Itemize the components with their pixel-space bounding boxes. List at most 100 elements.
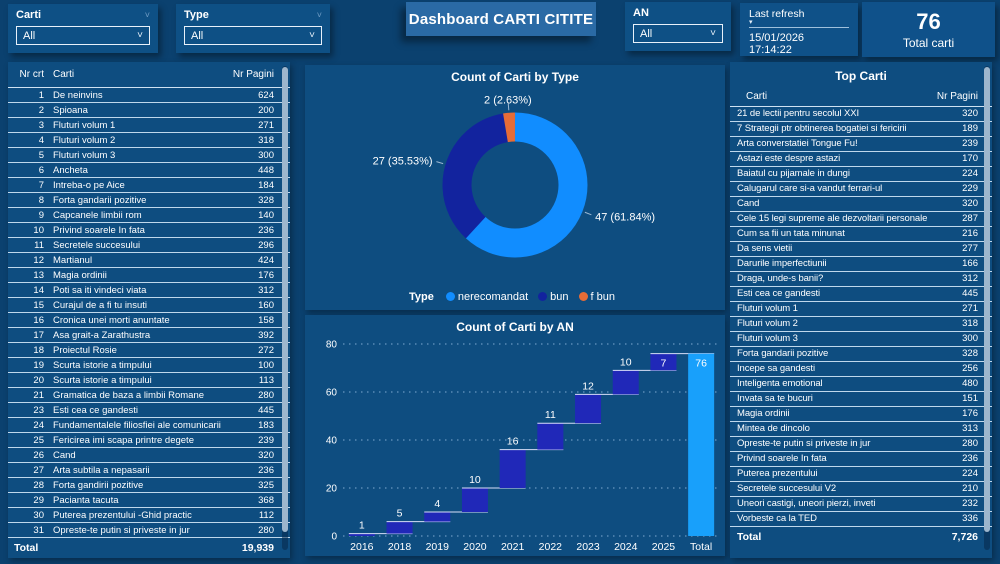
table-row[interactable]: 2 Spioana 200 (8, 103, 290, 118)
table-row[interactable]: 24 Fundamentalele filiosfiei ale comunica… (8, 418, 290, 433)
table-row[interactable]: 18 Proiectul Rosie 272 (8, 343, 290, 358)
table-row[interactable]: Privind soarele In fata 236 (730, 452, 992, 467)
scrollbar-thumb[interactable] (984, 67, 990, 532)
legend-item-bun[interactable]: bun (538, 291, 569, 303)
table-row[interactable]: 13 Magia ordinii 176 (8, 268, 290, 283)
table-row[interactable]: Cum sa fii un tata minunat 216 (730, 227, 992, 242)
table-row[interactable]: 17 Asa grait-a Zarathustra 392 (8, 328, 290, 343)
table-row[interactable]: Vorbeste ca la TED 336 (730, 512, 992, 527)
table-row[interactable]: Secretele succesului V2 210 (730, 482, 992, 497)
table-row[interactable]: 15 Curajul de a fi tu insuti 160 (8, 298, 290, 313)
table-row[interactable]: 12 Martianul 424 (8, 253, 290, 268)
waterfall-bar-2023[interactable] (575, 394, 602, 424)
table-row[interactable]: Fluturi volum 3 300 (730, 332, 992, 347)
donut-chart[interactable]: 47 (61.84%) 27 (35.53%) 2 (2.63%) (305, 85, 725, 283)
waterfall-bar-2016[interactable] (348, 533, 375, 536)
table-row[interactable]: 28 Forta gandirii pozitive 325 (8, 478, 290, 493)
y-axis-tick-label: 60 (326, 388, 338, 399)
slicer-an-dropdown[interactable]: All ˅ (633, 24, 723, 43)
table-row[interactable]: Inteligenta emotional 480 (730, 377, 992, 392)
waterfall-chart[interactable]: 0 20 40 60 80 1 2016 5 2018 4 2019 10 2020 16 2021 11 20… (305, 335, 725, 556)
table-row[interactable]: 21 Gramatica de baza a limbii Romane 280 (8, 388, 290, 403)
column-header-nr-pagini[interactable]: Nr Pagini (232, 69, 274, 80)
donut-slice-bun[interactable] (433, 103, 597, 267)
table-row[interactable]: Forta gandarii pozitive 328 (730, 347, 992, 362)
table-row[interactable]: Cele 15 legi supreme ale dezvoltarii per… (730, 212, 992, 227)
table-row[interactable]: 20 Scurta istorie a timpului 113 (8, 373, 290, 388)
table-row[interactable]: 11 Secretele succesului 296 (8, 238, 290, 253)
cell-nr-pagini: 183 (258, 419, 274, 431)
table-row[interactable]: Darurile imperfectiunii 166 (730, 257, 992, 272)
table-row[interactable]: 19 Scurta istorie a timpului 100 (8, 358, 290, 373)
scrollbar[interactable] (984, 66, 990, 550)
table-row[interactable]: 30 Puterea prezentului -Ghid practic 112 (8, 508, 290, 523)
waterfall-bar-2024[interactable] (612, 370, 639, 395)
table-row[interactable]: 7 Intreba-o pe Aice 184 (8, 178, 290, 193)
table-row[interactable]: 23 Esti cea ce gandesti 445 (8, 403, 290, 418)
cell-carti: Draga, unde-s banii? (737, 273, 824, 284)
table-row[interactable]: Baiatul cu pijamale in dungi 224 (730, 167, 992, 182)
table-row[interactable]: Invata sa te bucuri 151 (730, 392, 992, 407)
column-header-nr-pagini[interactable]: Nr Pagini (936, 91, 978, 102)
waterfall-bar-2021[interactable] (499, 449, 526, 488)
table-row[interactable]: 4 Fluturi volum 2 318 (8, 133, 290, 148)
table-row[interactable]: 31 Opreste-te putin si priveste in jur 280 (8, 523, 290, 538)
bar-data-label: 10 (620, 356, 632, 368)
table-row[interactable]: Fluturi volum 1 271 (730, 302, 992, 317)
waterfall-bar-2020[interactable] (461, 488, 488, 512)
x-axis-tick-label: 2024 (614, 541, 638, 553)
table-row[interactable]: 7 Strategii ptr obtinerea bogatiei si fe… (730, 122, 992, 137)
table-row[interactable]: Fluturi volum 2 318 (730, 317, 992, 332)
table-row[interactable]: 14 Poti sa iti vindeci viata 312 (8, 283, 290, 298)
column-header-carti[interactable]: Carti (746, 91, 768, 102)
table-row[interactable]: Cand 320 (730, 197, 992, 212)
table-row[interactable]: 25 Fericirea imi scapa printre degete 239 (8, 433, 290, 448)
table-row[interactable]: Astazi este despre astazi 170 (730, 152, 992, 167)
waterfall-total-bar[interactable] (688, 353, 715, 536)
table-row[interactable]: 8 Forta gandarii pozitive 328 (8, 193, 290, 208)
table-row[interactable]: 3 Fluturi volum 1 271 (8, 118, 290, 133)
scrollbar[interactable] (282, 66, 288, 550)
waterfall-bar-2022[interactable] (537, 423, 564, 450)
cell-nr-pagini: 239 (962, 138, 978, 149)
table-row[interactable]: 29 Pacianta tacuta 368 (8, 493, 290, 508)
table-row[interactable]: Mintea de dincolo 313 (730, 422, 992, 437)
table-row[interactable]: 1 De neinvins 624 (8, 88, 290, 103)
table-row[interactable]: 26 Cand 320 (8, 448, 290, 463)
x-axis-tick-label: 2025 (652, 541, 676, 553)
legend-item-nerecomandat[interactable]: nerecomandat (445, 291, 528, 303)
table-row[interactable]: Uneori castigi, uneori pierzi, inveti 232 (730, 497, 992, 512)
table-row[interactable]: 16 Cronica unei morti anuntate 158 (8, 313, 290, 328)
chevron-down-icon[interactable]: ˅ (144, 10, 150, 20)
donut-slice-nerecomandat[interactable] (442, 112, 588, 258)
slicer-type-dropdown[interactable]: All ˅ (184, 26, 322, 45)
table-row[interactable]: Opreste-te putin si priveste in jur 280 (730, 437, 992, 452)
table-row[interactable]: 9 Capcanele limbii rom 140 (8, 208, 290, 223)
table-row[interactable]: Arta converstatiei Tongue Fu! 239 (730, 137, 992, 152)
column-header-nr-crt[interactable]: Nr crt (19, 69, 44, 80)
slicer-carti: Carti ˅ All ˅ (8, 4, 158, 53)
table-row[interactable]: 5 Fluturi volum 3 300 (8, 148, 290, 163)
chevron-down-icon[interactable]: ˅ (316, 10, 322, 20)
table-row[interactable]: 21 de lectii pentru secolul XXI 320 (730, 107, 992, 122)
waterfall-bar-2019[interactable] (424, 512, 451, 522)
cell-carti: Astazi este despre astazi (737, 153, 841, 164)
scrollbar-thumb[interactable] (282, 67, 288, 532)
table-row[interactable]: Da sens vietii 277 (730, 242, 992, 257)
table-row[interactable]: 6 Ancheta 448 (8, 163, 290, 178)
table-row[interactable]: Draga, unde-s banii? 312 (730, 272, 992, 287)
slicer-carti-dropdown[interactable]: All ˅ (16, 26, 150, 45)
waterfall-bar-2025[interactable] (650, 353, 677, 371)
legend-item-f bun[interactable]: f bun (578, 291, 615, 303)
table-row[interactable]: 27 Arta subtila a nepasarii 236 (8, 463, 290, 478)
waterfall-bar-2018[interactable] (386, 521, 413, 534)
table-row[interactable]: Puterea prezentului 224 (730, 467, 992, 482)
cell-nr-pagini: 313 (962, 423, 978, 434)
table-row[interactable]: Calugarul care si-a vandut ferrari-ul 229 (730, 182, 992, 197)
column-header-carti[interactable]: Carti (53, 69, 75, 80)
x-axis-tick-label: 2023 (576, 541, 600, 553)
table-row[interactable]: Incepe sa gandesti 256 (730, 362, 992, 377)
table-row[interactable]: Esti cea ce gandesti 445 (730, 287, 992, 302)
table-row[interactable]: 10 Privind soarele In fata 236 (8, 223, 290, 238)
table-row[interactable]: Magia ordinii 176 (730, 407, 992, 422)
